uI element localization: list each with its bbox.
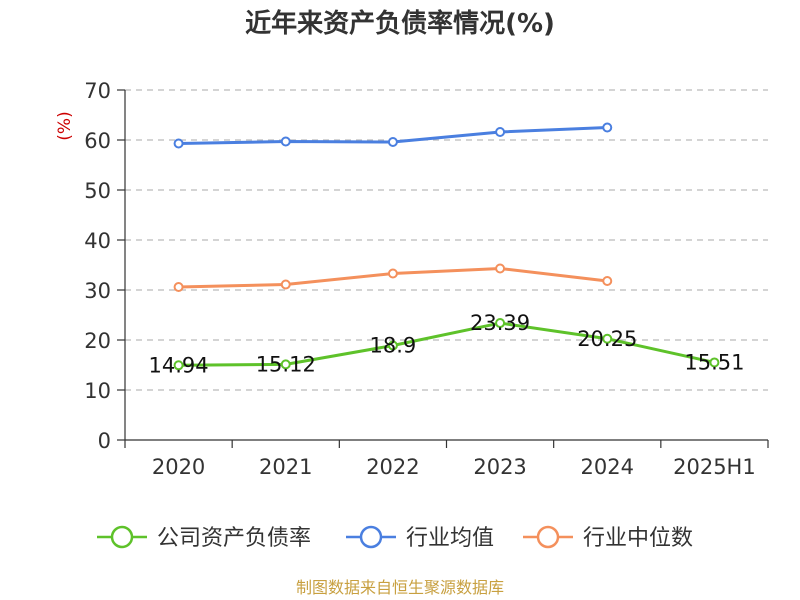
x-tick-label: 2021 (259, 455, 312, 479)
y-tick-label: 10 (84, 379, 111, 403)
legend-marker-circle (536, 525, 560, 549)
axes: 0 10 20 30 40 50 60 70 2020 2021 2022 2023 2024 2025H… (84, 79, 769, 479)
y-tick-label: 60 (84, 129, 111, 153)
y-tick-label: 30 (84, 279, 111, 303)
legend: 公司资产负债率 行业均值 行业中位数 (97, 525, 693, 551)
data-point (495, 127, 506, 137)
legend-label: 行业中位数 (583, 526, 693, 551)
series-lines: 14.94 15.12 18.9 23.39 20.25 15.51 (149, 122, 744, 377)
data-label: 14.94 (149, 353, 209, 377)
data-label: 18.9 (370, 334, 417, 358)
data-point (709, 357, 720, 368)
data-point (173, 282, 184, 292)
series-line-0 (178, 321, 715, 367)
y-tick-label: 70 (84, 79, 111, 103)
data-point (495, 263, 506, 274)
data-point (280, 136, 291, 147)
data-point (602, 276, 613, 286)
x-tick-label: 2024 (581, 455, 634, 479)
y-tick-label: 50 (84, 179, 111, 203)
data-point (387, 340, 398, 351)
legend-label: 行业均值 (406, 526, 494, 551)
y-tick-label: 40 (84, 229, 111, 253)
x-tick-label: 2020 (152, 455, 205, 479)
x-tick-label: 2022 (366, 455, 419, 479)
legend-marker-circle (110, 525, 134, 549)
data-point (387, 268, 398, 279)
chart-title: 近年来资产负债率情况(%) (245, 8, 555, 39)
data-point (173, 138, 184, 149)
legend-label: 公司资产负债率 (157, 526, 311, 551)
data-point (495, 318, 506, 329)
x-tick-label: 2023 (473, 455, 526, 479)
data-point (280, 279, 291, 290)
data-point (602, 333, 613, 344)
data-point (173, 360, 184, 371)
y-tick-label: 20 (84, 329, 111, 353)
data-label: 15.51 (684, 350, 744, 374)
x-tick-label: 2025H1 (673, 455, 756, 479)
data-point (280, 359, 291, 370)
data-label: 20.25 (577, 327, 637, 351)
grid-lines (125, 89, 768, 391)
data-point (387, 137, 398, 147)
y-tick-label: 0 (98, 429, 111, 453)
source-note: 制图数据来自恒生聚源数据库 (296, 578, 504, 597)
data-label: 15.12 (256, 352, 316, 376)
data-label: 23.39 (470, 311, 530, 335)
legend-marker-circle (359, 525, 383, 549)
y-axis-unit: (%) (55, 111, 75, 140)
data-point (602, 122, 613, 133)
